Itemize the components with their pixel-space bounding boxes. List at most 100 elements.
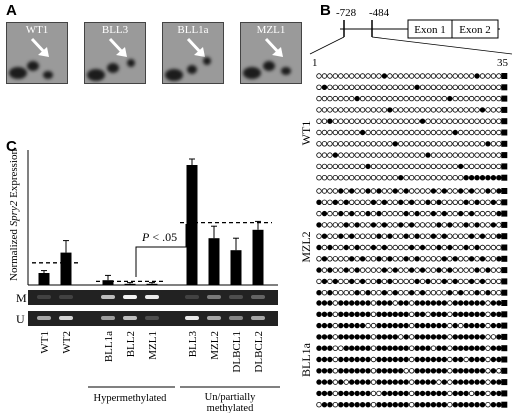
gel-band [145,295,159,299]
unmethylated-cpg [425,107,431,113]
unmethylated-cpg [398,73,404,79]
methylated-cpg [316,356,322,363]
methylated-cpg [485,267,491,273]
methylated-cpg [381,390,388,397]
methylated-cpg [496,256,502,262]
methylated-cpg [479,107,486,113]
methylated-cpg [343,356,349,363]
methylated-cpg [474,311,480,317]
methylated-cpg [414,368,420,374]
unmethylated-cpg [419,278,426,285]
methylated-cpg [376,210,382,217]
unmethylated-cpg [468,163,475,170]
methylated-cpg [359,356,366,363]
methylated-cpg [403,210,409,217]
methylated-cpg [474,345,480,351]
methylated-cpg [365,345,371,351]
unmethylated-cpg [343,188,349,194]
unmethylated-cpg [485,233,491,239]
cpg-site-end-marker [501,345,508,352]
methylated-cpg [343,267,349,273]
unmethylated-cpg [408,152,415,158]
unmethylated-cpg [457,244,464,251]
methylated-cpg [403,188,409,194]
unmethylated-cpg [387,174,393,181]
unmethylated-cpg [463,356,469,363]
unmethylated-cpg [447,199,453,205]
panel-b-letter: B [320,2,331,19]
methylated-cpg [414,379,420,385]
unmethylated-cpg [349,222,355,228]
unmethylated-cpg [474,95,480,102]
methylated-cpg [321,368,328,374]
methylated-cpg [381,199,388,205]
methylated-cpg [327,390,333,397]
unmethylated-cpg [441,118,448,124]
unmethylated-cpg [452,222,458,228]
unmethylated-cpg [441,199,448,205]
unmethylated-cpg [425,256,431,262]
unmethylated-cpg [321,199,328,205]
methylated-cpg [490,402,497,408]
unmethylated-cpg [452,152,458,158]
unmethylated-cpg [398,129,404,136]
methylated-cpg [381,322,388,329]
unmethylated-cpg [376,244,382,251]
methylated-cpg [376,322,382,329]
unmethylated-cpg [370,278,377,285]
methylated-cpg [327,267,333,273]
unmethylated-cpg [321,174,328,181]
unmethylated-cpg [332,356,339,363]
unmethylated-cpg [354,152,360,158]
unmethylated-cpg [398,267,404,273]
unmethylated-cpg [343,107,349,113]
unmethylated-cpg [349,244,355,251]
unmethylated-cpg [387,222,393,228]
methylated-cpg [392,390,398,397]
unmethylated-cpg [381,278,388,285]
unmethylated-cpg [436,152,442,158]
unmethylated-cpg [485,95,491,102]
unmethylated-cpg [332,322,339,329]
unmethylated-cpg [365,118,371,124]
methylated-cpg [321,256,328,262]
methylated-cpg [398,390,404,397]
unmethylated-cpg [496,152,502,158]
methylated-cpg [468,356,475,363]
unmethylated-cpg [343,379,349,385]
unmethylated-cpg [496,199,502,205]
methylated-cpg [474,334,480,340]
methylated-cpg [414,311,420,317]
blot-label: MZL1 [256,24,286,36]
unmethylated-cpg [403,163,409,170]
methylated-cpg [327,290,333,296]
unmethylated-cpg [338,152,344,158]
unmethylated-cpg [463,118,469,124]
methylated-cpg [441,278,448,285]
methylation-map: -728 -484 Exon 1 Exon 2 1 35 WT1 MZL2 BL… [300,7,513,408]
unmethylated-cpg [370,233,377,239]
unmethylated-cpg [376,129,382,136]
methylated-cpg [349,334,355,340]
unmethylated-cpg [403,278,409,285]
cpg-site-end-marker [501,73,508,79]
unmethylated-cpg [452,107,458,113]
unmethylated-cpg [327,188,333,194]
unmethylated-cpg [381,163,388,170]
unmethylated-cpg [419,210,426,217]
unmethylated-cpg [430,84,437,90]
methylated-cpg [430,233,437,239]
unmethylated-cpg [403,267,409,273]
methylated-cpg [387,256,393,262]
blot-label: BLL3 [101,24,129,36]
unmethylated-cpg [338,95,344,102]
panel-c-letter: C [6,138,17,155]
methylated-cpg [403,300,409,306]
unmethylated-cpg [365,267,371,273]
unmethylated-cpg [365,278,371,285]
group-label: MZL2 [300,231,313,262]
methylated-cpg [343,311,349,317]
bar-dlbcl1 [230,250,242,285]
methylated-cpg [354,379,360,385]
unmethylated-cpg [332,174,339,181]
